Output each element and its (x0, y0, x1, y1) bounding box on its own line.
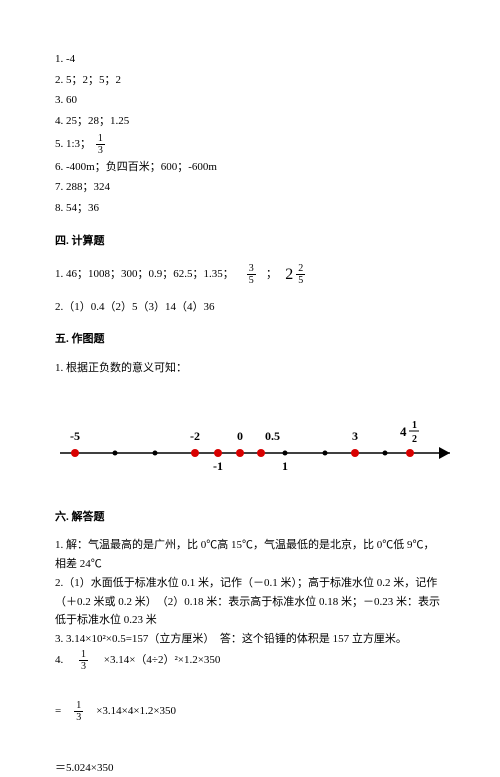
ans-2: 2. 5；2；5；2 (55, 71, 445, 90)
ans-3: 3. 60 (55, 91, 445, 110)
svg-text:-5: -5 (70, 429, 80, 443)
ans-8: 8. 54；36 (55, 199, 445, 218)
sec4-sep: ； (266, 268, 277, 280)
sec6-l2: 2.（1）水面低于标准水位 0.1 米，记作（－0.1 米）；高于标准水位 0.… (55, 574, 445, 630)
sec6-final: ＝5.024×350 (55, 759, 445, 777)
sec6-eq: = 1 3 ×3.14×4×1.2×350 (55, 700, 445, 723)
ans-4: 4. 25；28；1.25 (55, 112, 445, 131)
ans-6: 6. -400m；负四百米；600；-600m (55, 158, 445, 177)
svg-text:0.5: 0.5 (265, 429, 280, 443)
ans-5: 5. 1:3； 1 3 (55, 133, 445, 156)
svg-text:1: 1 (412, 420, 417, 431)
eq-sign: = (55, 702, 72, 721)
ans-5-prefix: 5. 1:3； (55, 138, 91, 150)
ans-5-frac: 1 3 (96, 133, 105, 156)
sec6-l4: 4. 1 3 ×3.14×（4÷2）²×1.2×350 (55, 649, 445, 672)
eq-frac: 1 3 (74, 700, 83, 723)
sec6-l3: 3. 3.14×10²×0.5=157（立方厘米） 答：这个铅锤的体积是 157… (55, 630, 445, 649)
eq-post: ×3.14×4×1.2×350 (85, 702, 176, 721)
number-line: -5 -2 -1 0 0.5 1 3 4 1 2 (55, 408, 445, 488)
svg-text:0: 0 (237, 429, 243, 443)
sec6-l4-post: ×3.14×（4÷2）²×1.2×350 (93, 654, 221, 666)
sec4-mixed: 2 2 5 (285, 261, 307, 288)
sec6-l1: 1. 解：气温最高的是广州，比 0℃高 15℃，气温最低的是北京，比 0℃低 9… (55, 536, 445, 573)
section-5-title: 五. 作图题 (55, 330, 445, 349)
sec4-line1: 1. 46；1008；300；0.9；62.5；1.35； 3 5 ； 2 2 … (55, 261, 445, 288)
section-6-title: 六. 解答题 (55, 508, 445, 527)
ans-1: 1. -4 (55, 50, 445, 69)
sec4-l1-a: 1. 46；1008；300；0.9；62.5；1.35； (55, 268, 234, 280)
nl-points: -5 -2 -1 0 0.5 1 3 4 1 2 (70, 420, 419, 473)
sec5-line1: 1. 根据正负数的意义可知： (55, 359, 445, 378)
svg-text:3: 3 (352, 429, 358, 443)
sec6-l4-pre: 4. (55, 654, 74, 666)
section-4-title: 四. 计算题 (55, 232, 445, 251)
svg-text:-1: -1 (213, 459, 223, 473)
svg-text:1: 1 (282, 459, 288, 473)
svg-text:4: 4 (400, 424, 407, 439)
sec6-l4-frac: 1 3 (79, 649, 88, 672)
svg-text:-2: -2 (190, 429, 200, 443)
svg-text:2: 2 (412, 434, 417, 445)
answers-list: 1. -4 2. 5；2；5；2 3. 60 4. 25；28；1.25 5. … (55, 50, 445, 218)
number-line-svg: -5 -2 -1 0 0.5 1 3 4 1 2 (55, 408, 455, 488)
sec4-frac1: 3 5 (247, 263, 256, 286)
sec4-line2: 2.（1）0.4（2）5（3）14（4）36 (55, 298, 445, 317)
ans-7: 7. 288；324 (55, 178, 445, 197)
